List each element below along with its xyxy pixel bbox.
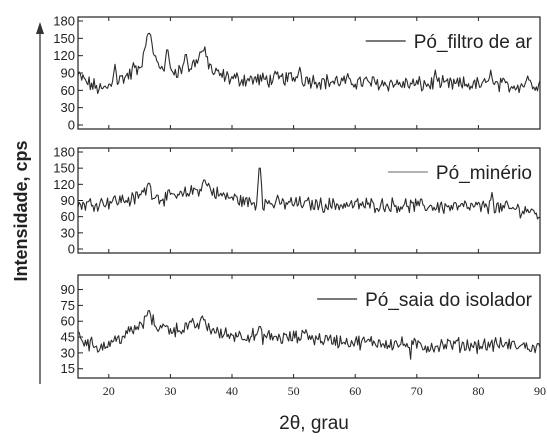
panel-2-ytick-label: 150 [53, 161, 75, 176]
panel-3-ytick-label: 90 [61, 282, 75, 297]
panel-2-ytick-label: 90 [61, 193, 75, 208]
panel-3-ytick-label: 15 [61, 361, 75, 376]
panel-1-ytick-label: 60 [61, 83, 75, 98]
panel-1-ytick-label: 120 [53, 48, 75, 63]
panel-3-series-line [77, 310, 541, 360]
panel-1-legend-label: Pó_filtro de ar [414, 32, 533, 53]
x-tick-label: 90 [534, 384, 546, 398]
panel-1-ytick-label: 180 [53, 14, 75, 29]
panel-3-ytick-label: 60 [61, 314, 75, 329]
panel-2-ytick-label: 30 [61, 225, 75, 240]
panel-1-ytick-label: 90 [61, 66, 75, 81]
x-tick-label: 20 [103, 384, 115, 398]
panel-2-legend-label: Pó_minério [436, 163, 532, 184]
y-axis-arrow-icon [36, 22, 44, 34]
panel-3-ytick-label: 30 [61, 345, 75, 360]
x-tick-label: 70 [411, 384, 423, 398]
x-axis-title: 2θ, grau [279, 413, 349, 434]
panel-3-ytick-label: 45 [61, 330, 75, 345]
panel-2-ytick-label: 0 [68, 242, 75, 257]
panel-1-legend-bg [361, 31, 536, 53]
panel-1-ytick-label: 30 [61, 100, 75, 115]
x-tick-label: 30 [164, 384, 176, 398]
panel-2-ytick-label: 60 [61, 209, 75, 224]
x-tick-label: 50 [288, 384, 300, 398]
panel-1-ytick-label: 0 [68, 118, 75, 133]
panel-2-ytick-label: 180 [53, 145, 75, 160]
x-tick-label: 80 [472, 384, 484, 398]
panel-3-legend-bg [313, 289, 536, 311]
x-tick-label: 40 [226, 384, 238, 398]
x-tick-label: 60 [349, 384, 361, 398]
panel-1-ytick-label: 150 [53, 31, 75, 46]
panel-2-legend-bg [383, 162, 536, 184]
panel-2-ytick-label: 120 [53, 177, 75, 192]
panel-1-series-line [77, 32, 541, 94]
y-axis-title: Intensidade, cps [11, 140, 31, 281]
panel-3-frame [77, 274, 541, 379]
panel-3-legend-label: Pó_saia do isolador [365, 290, 533, 311]
panel-2-series-line [77, 167, 541, 220]
panel-3-ytick-label: 75 [61, 298, 75, 313]
